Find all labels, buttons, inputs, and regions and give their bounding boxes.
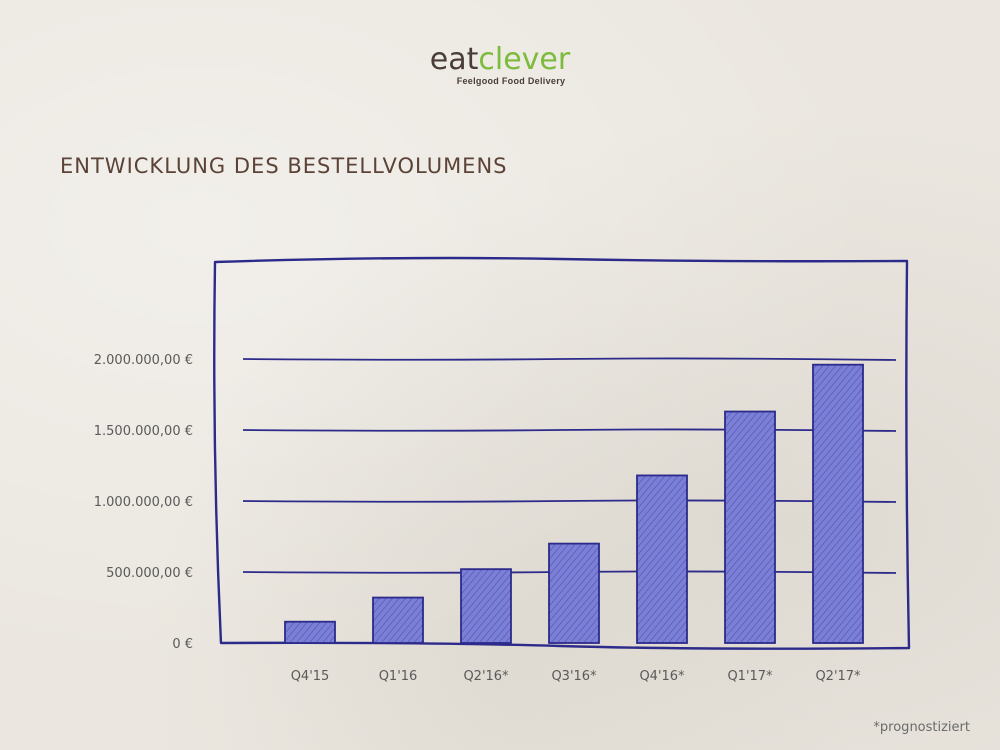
brand-name-clever: clever [478, 42, 571, 77]
bar [812, 363, 864, 644]
x-tick-label: Q1'17* [727, 669, 773, 684]
chart-title: ENTWICKLUNG DES BESTELLVOLUMENS [60, 154, 508, 178]
bar [548, 542, 600, 644]
chart-frame [213, 256, 911, 650]
bar [724, 410, 776, 644]
x-tick-label: Q1'16 [379, 669, 418, 684]
gridline [242, 357, 897, 361]
brand-tagline: Feelgood Food Delivery [456, 76, 566, 86]
x-tick-label: Q4'16* [639, 669, 685, 684]
y-tick-label: 2.000.000,00 € [94, 353, 193, 368]
gridline [242, 428, 897, 432]
brand-name-eat: eat [429, 42, 479, 77]
bars [284, 363, 864, 644]
x-tick-label: Q2'17* [815, 669, 861, 684]
forecast-footnote: *prognostiziert [873, 720, 970, 735]
x-tick-label: Q4'15 [291, 669, 330, 684]
brand-logo: eatclever Feelgood Food Delivery [0, 42, 1000, 86]
y-tick-label: 1.000.000,00 € [94, 495, 193, 510]
x-axis-labels: Q4'15 Q1'16 Q2'16* Q3'16* Q4'16* Q1'17* Q2'17* [291, 669, 861, 684]
y-axis-labels: 0 € 500.000,00 € 1.000.000,00 € 1.500.000,0… [94, 353, 193, 652]
bar [636, 474, 688, 644]
bar [460, 568, 512, 644]
bar [372, 596, 424, 644]
y-tick-label: 0 € [172, 637, 193, 652]
gridlines [242, 357, 897, 574]
x-tick-label: Q3'16* [551, 669, 597, 684]
bar [284, 620, 336, 644]
x-tick-label: Q2'16* [463, 669, 509, 684]
y-tick-label: 1.500.000,00 € [94, 424, 193, 439]
gridline [242, 499, 897, 503]
brand-wordmark: eatclever [0, 42, 1000, 78]
y-tick-label: 500.000,00 € [106, 566, 193, 581]
